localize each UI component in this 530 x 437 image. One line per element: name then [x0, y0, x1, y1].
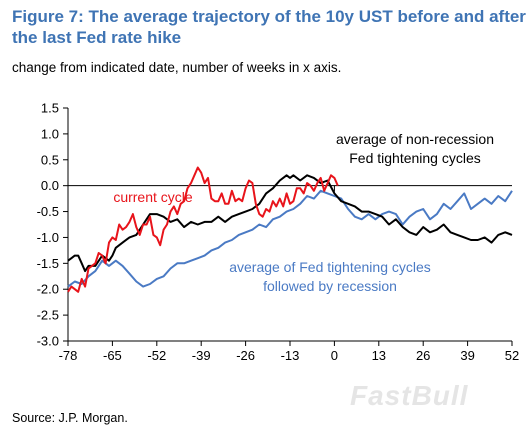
y-tick-label: -3.0	[37, 334, 59, 349]
watermark-logo: FastBull	[350, 380, 469, 411]
x-tick-label: -26	[236, 348, 255, 363]
y-tick-label: 1.5	[41, 101, 59, 116]
x-tick-label: 13	[372, 348, 386, 363]
chart-axes: 1.5 1.0 0.5 0.0 -0.5 -1.0 -1.5 -2.0 -2.5 -3.0-78 -…	[37, 101, 520, 364]
annotation-non-recession-line2: Fed tightening cycles	[349, 150, 481, 166]
x-tick-label: -65	[103, 348, 122, 363]
y-tick-label: 1.0	[41, 126, 59, 141]
annotation-non-recession-line1: average of non-recession	[336, 131, 494, 147]
y-tick-label: -0.5	[37, 204, 59, 219]
series-line-non-recession	[67, 174, 513, 273]
chart-subtitle: change from indicated date, number of we…	[12, 60, 342, 75]
x-tick-label: -78	[59, 348, 78, 363]
x-tick-label: 0	[331, 348, 338, 363]
series-line-current-cycle	[67, 166, 339, 293]
annotation-recession-line1: average of Fed tightening cycles	[229, 259, 431, 275]
series-line-recession	[67, 189, 513, 288]
chart-annotations: current cycle average of non-recession F…	[113, 131, 494, 294]
x-tick-label: -52	[147, 348, 166, 363]
y-tick-label: 0.5	[41, 152, 59, 167]
y-tick-label: -1.5	[37, 256, 59, 271]
chart-title: Figure 7: The average trajectory of the …	[12, 7, 526, 47]
x-tick-label: 52	[505, 348, 519, 363]
y-tick-label: -2.0	[37, 282, 59, 297]
y-tick-label: -1.0	[37, 230, 59, 245]
x-tick-label: -39	[192, 348, 211, 363]
annotation-recession-line2: followed by recession	[263, 278, 397, 294]
annotation-current-cycle: current cycle	[113, 189, 193, 205]
x-tick-label: 39	[460, 348, 474, 363]
y-tick-label: 0.0	[41, 178, 59, 193]
x-tick-label: -13	[281, 348, 300, 363]
x-tick-label: 26	[416, 348, 430, 363]
chart-series	[67, 166, 513, 293]
source-note: Source: J.P. Morgan.	[12, 411, 128, 425]
y-tick-label: -2.5	[37, 308, 59, 323]
